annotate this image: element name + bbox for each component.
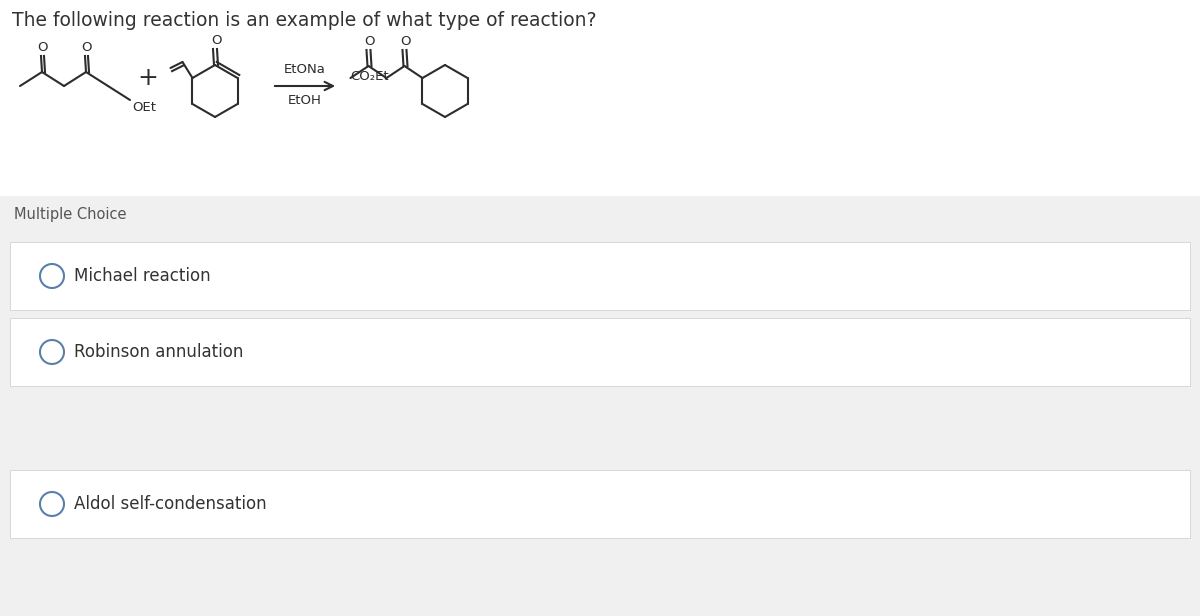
Text: O: O: [37, 41, 48, 54]
Text: EtONa: EtONa: [284, 63, 326, 76]
Text: O: O: [401, 35, 410, 48]
Bar: [10, 318, 1190, 386]
Bar: [0, 196, 1200, 234]
Text: Michael reaction: Michael reaction: [74, 267, 211, 285]
Text: Robinson annulation: Robinson annulation: [74, 343, 244, 361]
Bar: [10, 470, 1190, 538]
Bar: [0, 234, 1200, 616]
Text: O: O: [82, 41, 92, 54]
Text: +: +: [138, 66, 158, 90]
Text: The following reaction is an example of what type of reaction?: The following reaction is an example of …: [12, 11, 596, 30]
Text: CO₂Et: CO₂Et: [350, 70, 389, 83]
Text: O: O: [211, 34, 221, 47]
Text: OEt: OEt: [132, 101, 156, 114]
Text: Aldol self-condensation: Aldol self-condensation: [74, 495, 266, 513]
Bar: [10, 242, 1190, 310]
Text: Multiple Choice: Multiple Choice: [14, 208, 126, 222]
Text: EtOH: EtOH: [288, 94, 322, 107]
Text: O: O: [365, 35, 374, 48]
